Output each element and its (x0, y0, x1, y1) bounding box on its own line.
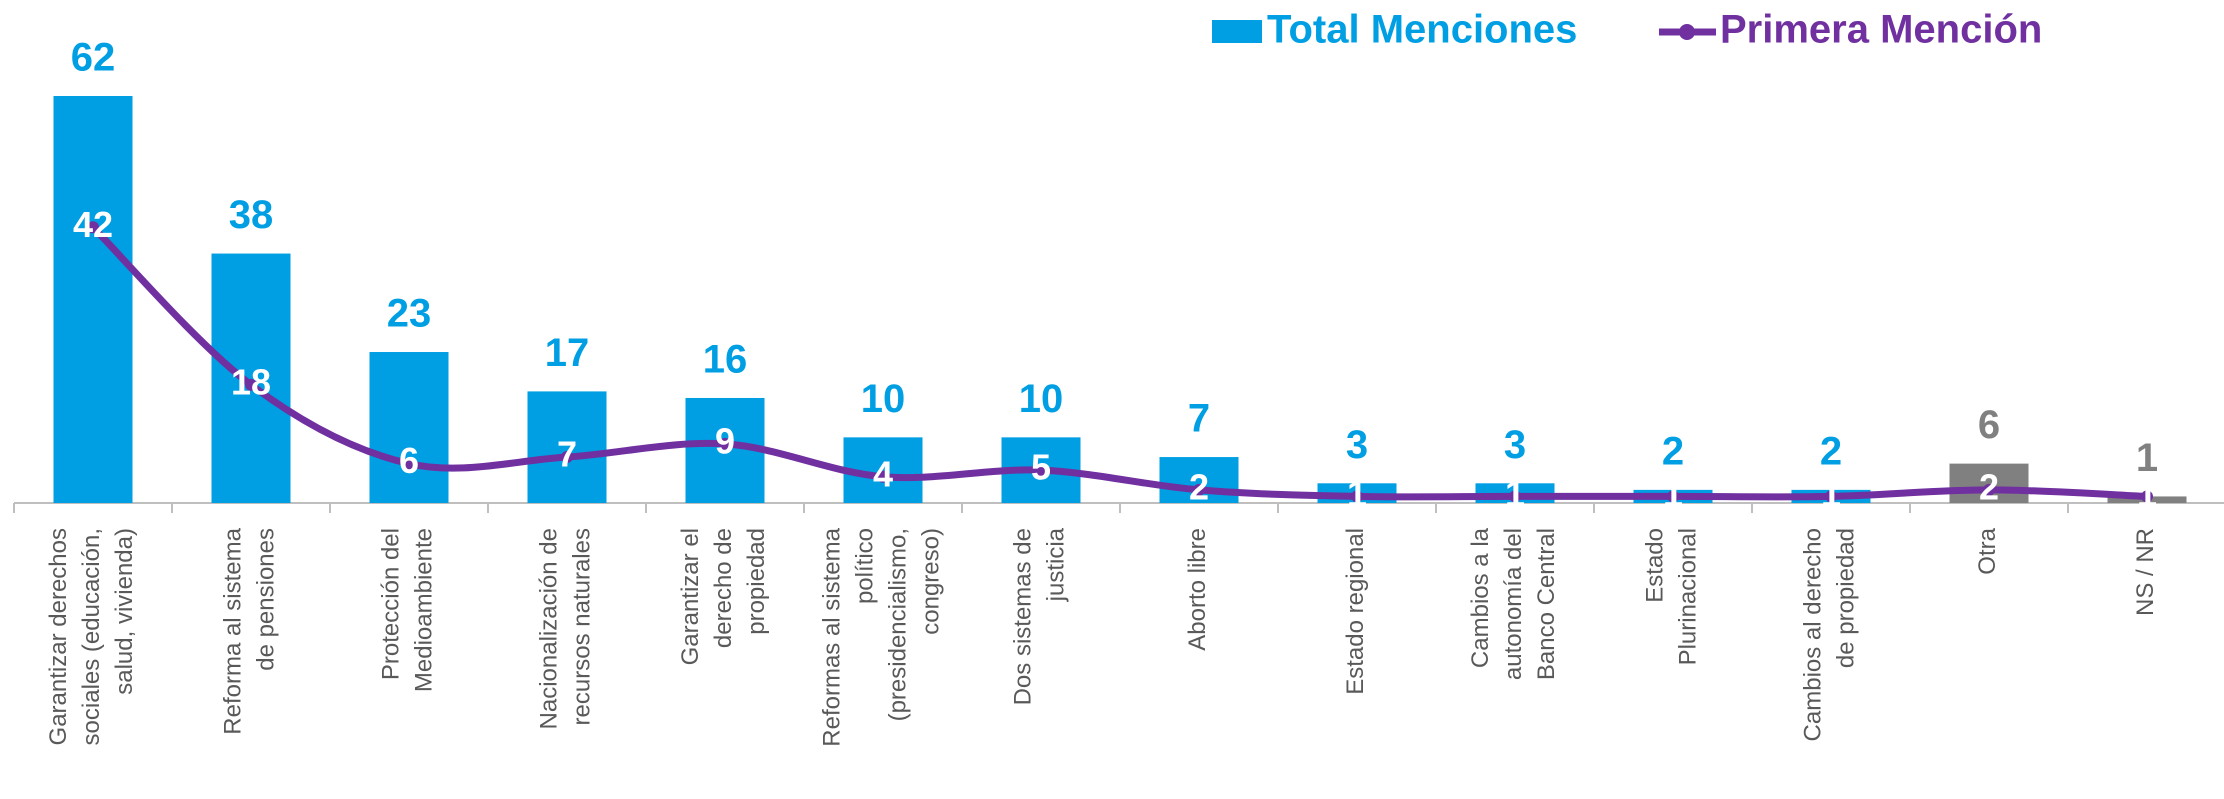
bar (527, 391, 607, 503)
line-point (1667, 490, 1679, 503)
legend-swatch (1679, 24, 1695, 40)
bar (211, 253, 291, 503)
x-tick-label: Aborto libre (1184, 528, 1211, 651)
line-point (1983, 483, 1995, 496)
line-value-label: 7 (557, 434, 577, 475)
line-value-label: 9 (715, 420, 735, 461)
line-point (2141, 490, 2153, 503)
line-point (561, 451, 573, 464)
line-value-label: 6 (399, 440, 419, 481)
x-tick-label: NS / NR (2132, 528, 2159, 616)
bar-value-label: 2 (1820, 429, 1842, 473)
line-value-label: 2 (1979, 466, 1999, 507)
bar-value-label: 7 (1188, 397, 1210, 441)
bar-value-label: 3 (1346, 423, 1368, 467)
x-tick-label: Protección del Medioambiente (378, 528, 438, 692)
line-value-label: 18 (231, 361, 271, 402)
line-point (1193, 483, 1205, 496)
bar (1949, 463, 2029, 503)
line-point (87, 221, 99, 234)
bar-value-label: 10 (861, 377, 906, 421)
bar-value-label: 10 (1019, 377, 1064, 421)
line-point (1035, 464, 1047, 477)
x-tick-label: Estado regional (1342, 528, 1369, 695)
x-tick-label: Cambios al derecho de propiedad (1800, 528, 1860, 741)
legend-label: Primera Mención (1720, 8, 2042, 52)
x-tick-label: Estado Plurinacional (1642, 528, 1702, 665)
x-tick-label: Dos sistemas de justicia (1010, 527, 1070, 705)
x-tick-label: Garantizar derechos sociales (educación, s… (45, 528, 138, 745)
bar-value-label: 23 (387, 292, 432, 336)
bar-value-label: 17 (545, 331, 590, 375)
x-tick-label: Cambios a la autonomía del Banco Central (1467, 527, 1560, 680)
x-tick-label: Reforma al sistema de pensiones (220, 527, 280, 734)
line-value-label: 42 (73, 204, 113, 245)
legend-swatch (1212, 20, 1262, 43)
bar-value-label: 1 (2136, 436, 2158, 480)
line-value-label: 4 (873, 453, 893, 494)
line-value-label: 1 (2137, 473, 2157, 514)
line-value-label: 1 (1347, 473, 1367, 514)
line-value-label: 5 (1031, 447, 1051, 488)
line-point (245, 378, 257, 391)
line-point (719, 437, 731, 450)
bar (53, 96, 133, 503)
bar-value-label: 62 (71, 36, 116, 80)
bar-value-label: 6 (1978, 403, 2000, 447)
x-tick-label: Reformas al sistema político (presidencial… (819, 527, 945, 746)
line-value-label: 1 (1663, 473, 1683, 514)
bar-value-label: 3 (1504, 423, 1526, 467)
bar-value-label: 38 (229, 193, 274, 237)
x-tick-label: Garantizar el derecho de propiedad (677, 528, 770, 665)
line-value-label: 2 (1189, 466, 1209, 507)
bar-value-label: 2 (1662, 429, 1684, 473)
line-point (877, 470, 889, 483)
line-value-label: 1 (1821, 473, 1841, 514)
legend-label: Total Menciones (1267, 8, 1577, 52)
bar-value-label: 16 (703, 338, 748, 382)
x-tick-label: Otra (1974, 527, 2001, 574)
x-tick-label: Nacionalización de recursos naturales (536, 528, 596, 729)
bar (369, 352, 449, 503)
line-point (1351, 490, 1363, 503)
line-point (403, 457, 415, 470)
line-point (1509, 490, 1521, 503)
line-point (1825, 490, 1837, 503)
line-value-label: 1 (1505, 473, 1525, 514)
